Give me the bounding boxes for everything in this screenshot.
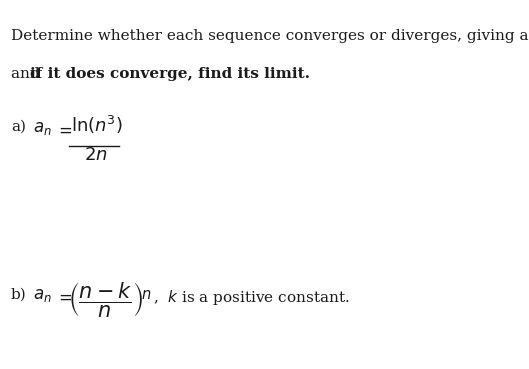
Text: $\mathrm{ln}(n^3)$: $\mathrm{ln}(n^3)$ — [71, 114, 123, 136]
Text: b): b) — [11, 287, 27, 301]
Text: a): a) — [11, 120, 26, 134]
Text: ,  $k$ is a positive constant.: , $k$ is a positive constant. — [153, 288, 350, 307]
Text: $=$: $=$ — [55, 288, 72, 306]
Text: $=$: $=$ — [55, 121, 72, 138]
Text: $2n$: $2n$ — [84, 146, 107, 164]
Text: Determine whether each sequence converges or diverges, giving a reason,: Determine whether each sequence converge… — [11, 30, 529, 44]
Text: $a_n$: $a_n$ — [33, 120, 52, 137]
Text: and: and — [11, 67, 44, 81]
Text: if it does converge, find its limit.: if it does converge, find its limit. — [30, 67, 310, 81]
Text: $a_n$: $a_n$ — [33, 287, 52, 304]
Text: $\left(\dfrac{n-k}{n}\right)^{\!n}$: $\left(\dfrac{n-k}{n}\right)^{\!n}$ — [68, 280, 151, 319]
